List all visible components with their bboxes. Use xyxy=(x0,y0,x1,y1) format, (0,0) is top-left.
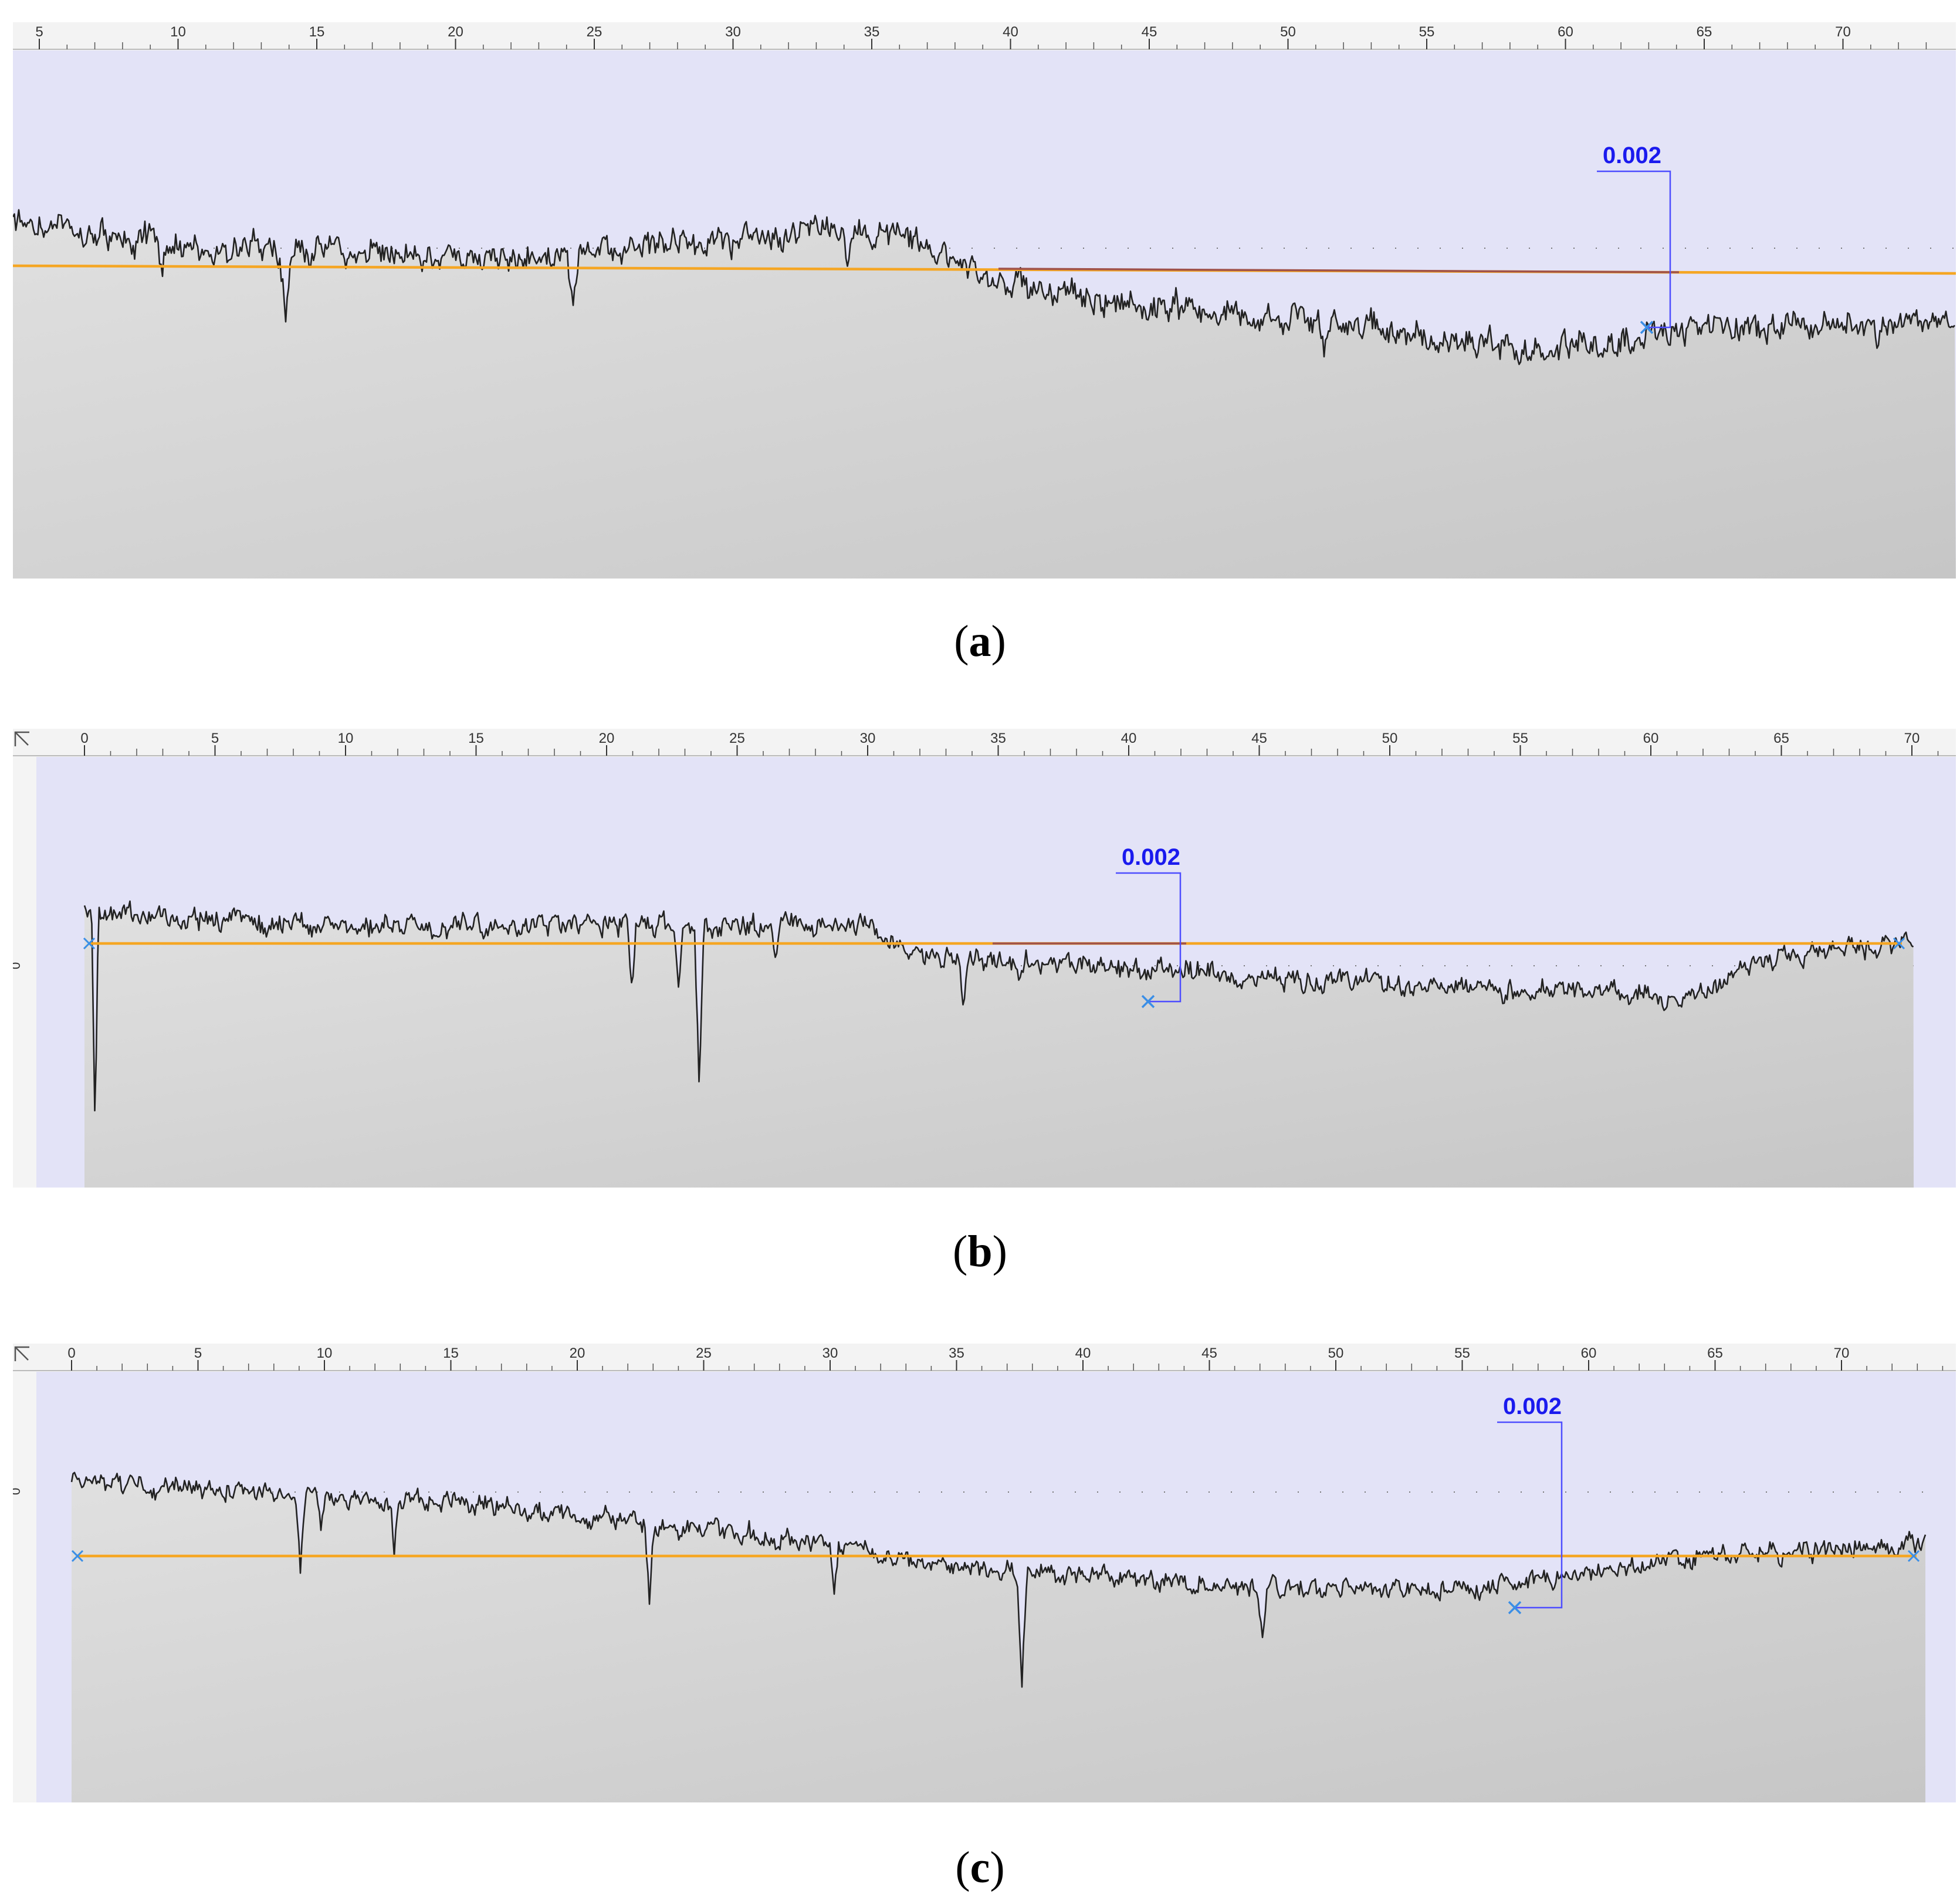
ruler-tick-label: 10 xyxy=(170,24,186,40)
ruler-tick-label: 5 xyxy=(211,730,219,746)
ruler-tick-label: 70 xyxy=(1904,730,1920,746)
ruler-tick-label: 20 xyxy=(448,24,463,40)
ruler-tick-label: 20 xyxy=(599,730,615,746)
ruler-tick-label: 15 xyxy=(443,1345,459,1361)
ruler-tick-label: 30 xyxy=(725,24,741,40)
ruler-tick-label: 35 xyxy=(990,730,1006,746)
ruler-tick-label: 55 xyxy=(1454,1345,1470,1361)
measurement-point-marker-icon xyxy=(1508,1601,1522,1615)
ruler-tick-label: 70 xyxy=(1834,1345,1850,1361)
ruler-tick-label: 65 xyxy=(1707,1345,1723,1361)
ruler-tick-label: 25 xyxy=(587,24,602,40)
ruler-tick-label: 70 xyxy=(1835,24,1851,40)
profile-plot-a: 5 10 15 20 25 30 35 40 45 50 55 60 65 70 0.002 xyxy=(13,22,1956,579)
profile-panel-b: 0 5 10 15 20 25 30 35 40 45 50 55 60 65 70 0 0.002 xyxy=(13,729,1956,1188)
ruler-tick-label: 10 xyxy=(338,730,354,746)
ruler-tick-label: 55 xyxy=(1512,730,1528,746)
ruler-tick-label: 50 xyxy=(1280,24,1296,40)
origin-arrow-icon xyxy=(14,1346,29,1361)
endpoint-marker-icon xyxy=(71,1550,84,1562)
caption-letter-b: b xyxy=(967,1227,993,1276)
caption-letter-a: a xyxy=(969,617,991,666)
measurement-value-label: 0.002 xyxy=(1603,143,1661,168)
measurement-bracket xyxy=(1116,872,1182,1003)
ruler-tick-label: 30 xyxy=(860,730,876,746)
measurement-value-label: 0.002 xyxy=(1503,1393,1562,1419)
ruler-tick-label: 0 xyxy=(80,730,88,746)
ruler-tick-label: 20 xyxy=(570,1345,585,1361)
ruler-tick-label: 0 xyxy=(67,1345,75,1361)
ruler-tick-label: 35 xyxy=(864,24,880,40)
caption-c: (c) xyxy=(955,1843,1005,1892)
ruler-tick-label: 15 xyxy=(468,730,484,746)
ruler-tick-label: 65 xyxy=(1697,24,1712,40)
ruler-tick-label: 5 xyxy=(194,1345,202,1361)
caption-letter-c: c xyxy=(970,1843,990,1892)
profile-plot-c: 0 5 10 15 20 25 30 35 40 45 50 55 60 65 70 0 0.002 xyxy=(13,1344,1956,1802)
profile-panel-a: 5 10 15 20 25 30 35 40 45 50 55 60 65 70 0.002 xyxy=(13,22,1956,579)
ruler-tick-label: 40 xyxy=(1003,24,1018,40)
caption-a: (a) xyxy=(954,617,1006,666)
measurement-bracket xyxy=(1597,170,1671,329)
origin-arrow-icon xyxy=(14,731,29,746)
profile-panel-c: 0 5 10 15 20 25 30 35 40 45 50 55 60 65 70 0 0.002 xyxy=(13,1344,1956,1802)
ruler-tick-label: 10 xyxy=(317,1345,333,1361)
profile-line xyxy=(13,209,1955,366)
profile-line xyxy=(70,1472,1927,1688)
measurement-point-marker-icon xyxy=(1141,995,1155,1009)
y-axis-strip xyxy=(13,757,36,1188)
y-axis-zero-label: 0 xyxy=(13,1488,23,1495)
endpoint-marker-icon xyxy=(1893,937,1905,950)
ruler-tick-label: 45 xyxy=(1201,1345,1217,1361)
ruler-tick-label: 55 xyxy=(1419,24,1435,40)
ruler-tick-label: 35 xyxy=(949,1345,964,1361)
endpoint-marker-icon xyxy=(1907,1550,1920,1562)
measurement-value-label: 0.002 xyxy=(1122,844,1180,870)
ruler-tick-label: 25 xyxy=(696,1345,712,1361)
ruler-bar xyxy=(13,1344,1956,1372)
profile-line xyxy=(83,900,1914,1112)
ruler-tick-label: 50 xyxy=(1328,1345,1344,1361)
ruler-tick-label: 40 xyxy=(1075,1345,1091,1361)
ruler-bar xyxy=(13,22,1956,50)
y-axis-zero-label: 0 xyxy=(13,962,23,969)
ruler-tick-label: 45 xyxy=(1251,730,1267,746)
ruler-tick-label: 60 xyxy=(1558,24,1573,40)
ruler-tick-label: 30 xyxy=(822,1345,838,1361)
ruler-tick-label: 50 xyxy=(1382,730,1398,746)
profile-fill xyxy=(84,901,1914,1188)
ruler-tick-label: 40 xyxy=(1121,730,1137,746)
y-axis-strip xyxy=(13,1372,36,1802)
profile-plot-b: 0 5 10 15 20 25 30 35 40 45 50 55 60 65 70 0 0.002 xyxy=(13,729,1956,1188)
ruler-tick-label: 25 xyxy=(729,730,745,746)
ruler-tick-label: 15 xyxy=(309,24,325,40)
ruler-tick-label: 65 xyxy=(1773,730,1789,746)
endpoint-marker-icon xyxy=(83,937,96,950)
ruler-tick-label: 5 xyxy=(35,24,43,40)
ruler-bar xyxy=(13,729,1956,757)
caption-b: (b) xyxy=(953,1227,1007,1276)
measurement-point-marker-icon xyxy=(1640,320,1654,334)
profile-fill xyxy=(13,209,1956,579)
ruler-tick-label: 60 xyxy=(1581,1345,1597,1361)
ruler-tick-label: 60 xyxy=(1643,730,1659,746)
measurement-bracket xyxy=(1497,1421,1563,1609)
reference-line-segment xyxy=(998,268,1680,273)
ruler-tick-label: 45 xyxy=(1142,24,1157,40)
